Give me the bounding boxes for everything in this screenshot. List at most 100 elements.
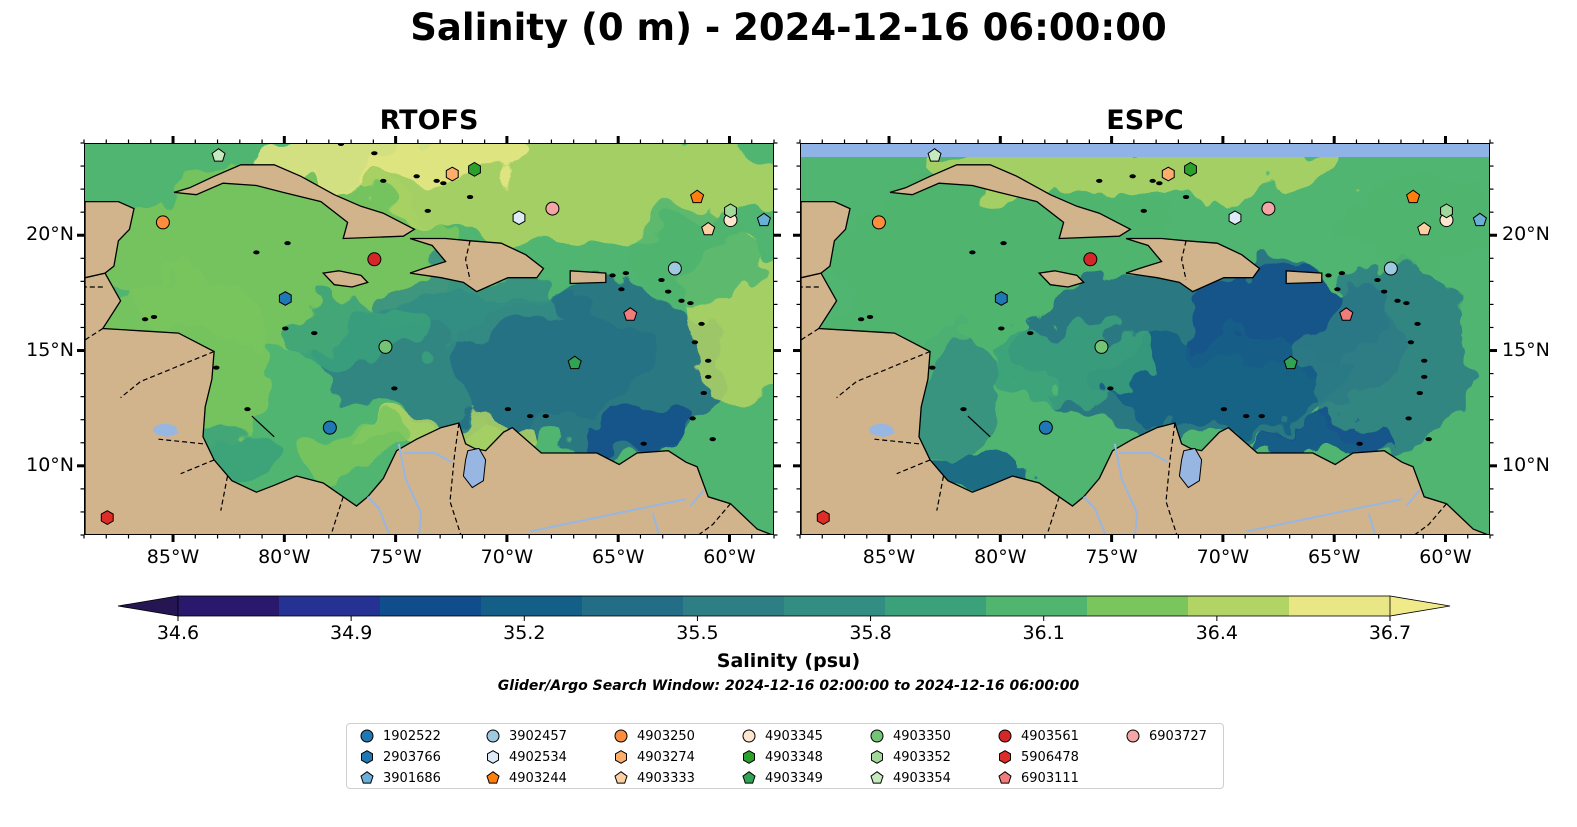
float-marker-4903354 xyxy=(927,148,942,162)
float-marker-2903766 xyxy=(278,291,292,306)
circle-marker-icon xyxy=(486,729,500,743)
land-cuba xyxy=(889,164,1132,240)
colorbar-segment xyxy=(1289,596,1391,616)
float-marker-3902457 xyxy=(1383,261,1398,276)
float-marker-4903274 xyxy=(445,166,459,182)
colorbar-segment xyxy=(481,596,583,616)
colorbar-segment xyxy=(582,596,684,616)
colorbar-segment xyxy=(279,596,381,616)
float-marker-4902534 xyxy=(1228,210,1242,226)
colorbar-label: Salinity (psu) xyxy=(716,650,861,672)
float-marker-4903348 xyxy=(468,161,481,177)
colorbar-tick-label: 35.8 xyxy=(849,622,892,644)
circle-marker-icon xyxy=(998,729,1012,743)
legend-item: 4903350 xyxy=(869,726,951,746)
map-panel-rtofs xyxy=(84,143,774,535)
float-marker-4903250 xyxy=(871,215,886,230)
legend-label: 4903349 xyxy=(765,770,823,786)
legend-item: 4903250 xyxy=(613,726,695,746)
float-marker-4903274 xyxy=(1161,166,1175,182)
land-jamaica xyxy=(1037,270,1085,288)
legend-label: 3902457 xyxy=(509,728,567,744)
legend-item: 6903727 xyxy=(1125,726,1207,746)
colorbar-segment xyxy=(986,596,1088,616)
pentagon-marker-icon xyxy=(360,771,374,784)
lat-tick-label: 20°N xyxy=(1502,223,1550,246)
lat-tick-label: 15°N xyxy=(1502,338,1550,361)
land-cuba xyxy=(173,164,416,240)
hexagon-marker-icon xyxy=(871,750,883,764)
land-puerto-rico xyxy=(569,270,607,285)
lat-tick-label: 10°N xyxy=(26,453,74,476)
float-marker-1902522 xyxy=(322,420,337,435)
colorbar-segment xyxy=(784,596,886,616)
hexagon-marker-icon xyxy=(743,750,755,764)
float-marker-5906478 xyxy=(816,510,830,525)
hexagon-marker-icon xyxy=(361,750,373,764)
legend-label: 4903561 xyxy=(1021,728,1079,744)
hexagon-marker-icon xyxy=(999,750,1011,764)
lon-tick-label: 60°W xyxy=(1419,546,1472,568)
float-marker-4903349 xyxy=(567,355,582,370)
legend-label: 4903345 xyxy=(765,728,823,744)
espc-nodata-band xyxy=(801,144,1489,157)
float-marker-3902457 xyxy=(667,261,682,276)
legend-label: 2903766 xyxy=(383,749,441,765)
float-marker-6903727 xyxy=(545,201,560,216)
colorbar-tick-label: 36.7 xyxy=(1368,622,1412,644)
float-marker-4903333 xyxy=(1417,221,1432,236)
legend-label: 4903333 xyxy=(637,770,695,786)
colorbar-segment xyxy=(683,596,785,616)
colorbar-segment xyxy=(178,596,280,616)
colorbar-tick-label: 35.2 xyxy=(503,622,546,644)
land-yucatan xyxy=(801,200,851,279)
float-marker-5906478 xyxy=(100,510,114,525)
colorbar-tick-label: 36.4 xyxy=(1195,622,1238,644)
lat-tick-label: 20°N xyxy=(26,223,74,246)
float-marker-4903350 xyxy=(378,339,393,354)
legend-label: 4903354 xyxy=(893,770,951,786)
pentagon-marker-icon xyxy=(870,771,884,784)
pentagon-marker-icon xyxy=(998,771,1012,784)
legend-label: 3901686 xyxy=(383,770,441,786)
lat-tick-label: 15°N xyxy=(26,338,74,361)
float-marker-4903352 xyxy=(1440,203,1453,219)
panel-title-rtofs: RTOFS xyxy=(379,105,479,136)
float-marker-4903561 xyxy=(1083,252,1098,267)
legend-label: 4902534 xyxy=(509,749,567,765)
legend-item: 4902534 xyxy=(485,747,567,767)
pentagon-marker-icon xyxy=(742,771,756,784)
pentagon-marker-icon xyxy=(486,771,500,784)
legend-label: 4903348 xyxy=(765,749,823,765)
float-marker-3901686 xyxy=(756,212,771,227)
land-central-america xyxy=(801,272,1488,534)
colorbar-segment xyxy=(380,596,482,616)
float-marker-3901686 xyxy=(1472,212,1487,227)
float-marker-4903354 xyxy=(211,148,226,162)
float-marker-4903244 xyxy=(690,189,705,204)
circle-marker-icon xyxy=(742,729,756,743)
legend-item: 4903352 xyxy=(869,747,951,767)
float-marker-6903727 xyxy=(1261,201,1276,216)
float-marker-4903349 xyxy=(1283,355,1298,370)
circle-marker-icon xyxy=(360,729,374,743)
legend-item: 2903766 xyxy=(359,747,441,767)
colorbar-tick-label: 36.1 xyxy=(1022,622,1065,644)
legend-item: 1902522 xyxy=(359,726,441,746)
circle-marker-icon xyxy=(1126,729,1140,743)
legend-label: 4903250 xyxy=(637,728,695,744)
float-marker-1902522 xyxy=(1038,420,1053,435)
lon-tick-label: 65°W xyxy=(1307,546,1361,568)
colorbar-tick-label: 34.6 xyxy=(156,622,200,644)
legend-label: 4903352 xyxy=(893,749,951,765)
float-marker-4903561 xyxy=(367,252,382,267)
lat-tick-label: 10°N xyxy=(1502,453,1550,476)
legend-label: 5906478 xyxy=(1021,749,1079,765)
panel-title-espc: ESPC xyxy=(1106,105,1184,136)
legend-item: 4903561 xyxy=(997,726,1079,746)
float-marker-4903348 xyxy=(1184,161,1197,177)
land-central-america xyxy=(85,272,772,534)
hexagon-marker-icon xyxy=(487,750,499,764)
search-window-caption: Glider/Argo Search Window: 2024-12-16 02… xyxy=(497,678,1080,694)
float-marker-6903111 xyxy=(623,307,638,321)
